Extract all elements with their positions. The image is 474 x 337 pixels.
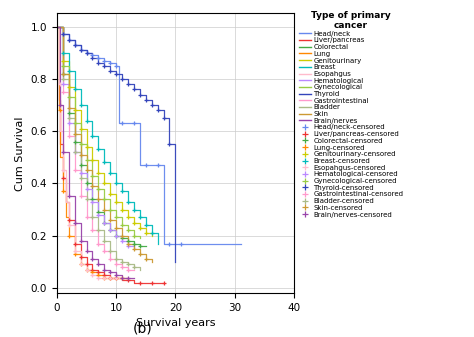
X-axis label: Survival years: Survival years (136, 318, 215, 329)
Legend: Head/neck, Liver/pancreas, Colorectal, Lung, Genitourinary, Breast, Esopahgus, H: Head/neck, Liver/pancreas, Colorectal, L… (299, 11, 403, 217)
Text: (b): (b) (132, 321, 152, 335)
Y-axis label: Cum Survival: Cum Survival (15, 116, 25, 191)
